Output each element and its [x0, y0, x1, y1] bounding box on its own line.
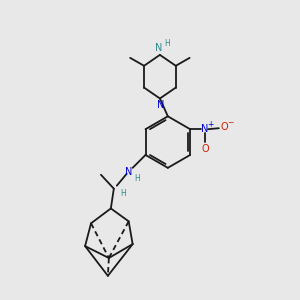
Text: H: H [120, 189, 126, 198]
Text: H: H [135, 174, 140, 183]
Text: N: N [155, 43, 163, 53]
Text: N: N [201, 124, 209, 134]
Text: O: O [220, 122, 228, 132]
Text: N: N [157, 100, 165, 110]
Text: N: N [125, 167, 132, 177]
Text: O: O [201, 144, 209, 154]
Text: +: + [207, 120, 213, 129]
Text: H: H [164, 40, 170, 49]
Text: −: − [228, 118, 234, 127]
